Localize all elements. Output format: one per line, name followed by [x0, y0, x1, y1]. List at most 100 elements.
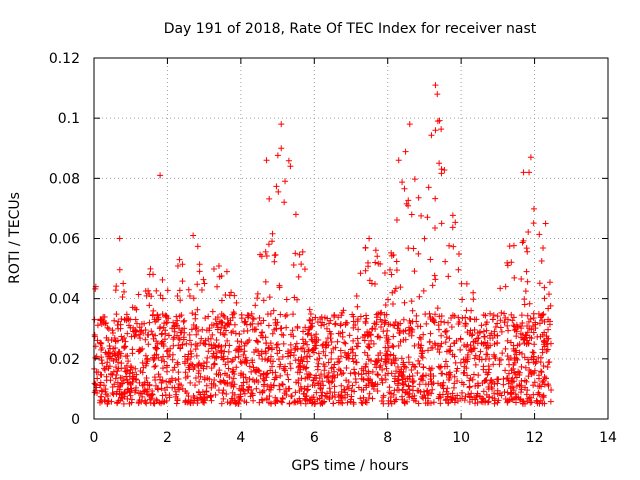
- data-point: [222, 323, 229, 330]
- data-point: [546, 279, 553, 286]
- data-point: [463, 280, 470, 287]
- data-point: [159, 365, 166, 372]
- data-point: [322, 352, 329, 359]
- data-point: [247, 321, 254, 328]
- y-axis-title: ROTI / TECUs: [7, 192, 23, 284]
- data-point: [409, 318, 416, 325]
- data-point: [121, 343, 128, 350]
- data-point: [131, 327, 138, 334]
- data-point: [420, 395, 427, 402]
- data-point: [91, 389, 98, 396]
- data-point: [344, 391, 351, 398]
- data-point: [230, 368, 237, 375]
- y-tick-label: 0.08: [49, 171, 80, 187]
- data-point: [93, 384, 100, 391]
- data-point: [115, 325, 122, 332]
- data-point: [238, 338, 245, 345]
- data-point: [191, 363, 198, 370]
- data-point: [524, 248, 531, 255]
- data-point: [230, 309, 237, 316]
- data-point: [541, 295, 548, 302]
- data-point: [99, 360, 106, 367]
- data-point: [342, 319, 349, 326]
- data-point: [136, 379, 143, 386]
- data-point: [410, 245, 417, 252]
- data-point: [169, 325, 176, 332]
- data-point: [420, 287, 427, 294]
- data-point: [292, 250, 299, 257]
- data-point: [105, 325, 112, 332]
- data-point: [225, 365, 232, 372]
- data-point: [437, 400, 444, 407]
- data-point: [462, 393, 469, 400]
- data-point: [416, 360, 423, 367]
- data-point: [200, 365, 207, 372]
- data-point: [187, 379, 194, 386]
- data-point: [224, 399, 231, 406]
- data-point: [190, 232, 197, 239]
- y-tick-label: 0.12: [49, 51, 80, 67]
- data-point: [380, 394, 387, 401]
- data-point: [214, 326, 221, 333]
- data-point: [189, 310, 196, 317]
- data-point: [290, 311, 297, 318]
- data-point: [213, 320, 220, 327]
- data-point: [179, 341, 186, 348]
- data-point: [323, 390, 330, 397]
- data-point: [480, 328, 487, 335]
- data-point: [538, 369, 545, 376]
- data-point: [485, 399, 492, 406]
- data-point: [530, 220, 537, 227]
- data-point: [152, 382, 159, 389]
- data-point: [237, 393, 244, 400]
- data-point: [146, 291, 153, 298]
- data-point: [449, 390, 456, 397]
- data-point: [164, 384, 171, 391]
- data-point: [413, 312, 420, 319]
- data-point: [112, 338, 119, 345]
- data-point: [523, 268, 530, 275]
- data-point: [521, 354, 528, 361]
- data-point: [504, 399, 511, 406]
- data-point: [358, 399, 365, 406]
- data-point: [419, 348, 426, 355]
- data-point: [470, 338, 477, 345]
- data-point: [107, 370, 114, 377]
- data-point: [429, 344, 436, 351]
- data-point: [151, 400, 158, 407]
- data-point: [181, 353, 188, 360]
- data-point: [314, 356, 321, 363]
- data-point: [163, 364, 170, 371]
- data-point: [314, 318, 321, 325]
- data-point: [253, 385, 260, 392]
- data-point: [494, 376, 501, 383]
- data-point: [269, 330, 276, 337]
- data-point: [164, 319, 171, 326]
- data-point: [510, 361, 517, 368]
- data-point: [149, 391, 156, 398]
- data-point: [221, 331, 228, 338]
- data-point: [483, 327, 490, 334]
- data-point: [365, 341, 372, 348]
- data-point: [276, 386, 283, 393]
- data-point: [501, 310, 508, 317]
- data-point: [121, 390, 128, 397]
- data-point: [449, 212, 456, 219]
- data-point: [494, 313, 501, 320]
- data-point: [500, 381, 507, 388]
- data-point: [188, 326, 195, 333]
- data-point: [282, 313, 289, 320]
- data-point: [264, 311, 271, 318]
- data-point: [231, 321, 238, 328]
- data-point: [143, 374, 150, 381]
- data-point: [462, 314, 469, 321]
- data-point: [527, 399, 534, 406]
- data-point: [174, 359, 181, 366]
- data-point: [295, 356, 302, 363]
- data-point: [169, 367, 176, 374]
- data-point: [489, 316, 496, 323]
- data-point: [409, 307, 416, 314]
- data-point: [340, 307, 347, 314]
- data-point: [260, 381, 267, 388]
- data-point: [250, 316, 257, 323]
